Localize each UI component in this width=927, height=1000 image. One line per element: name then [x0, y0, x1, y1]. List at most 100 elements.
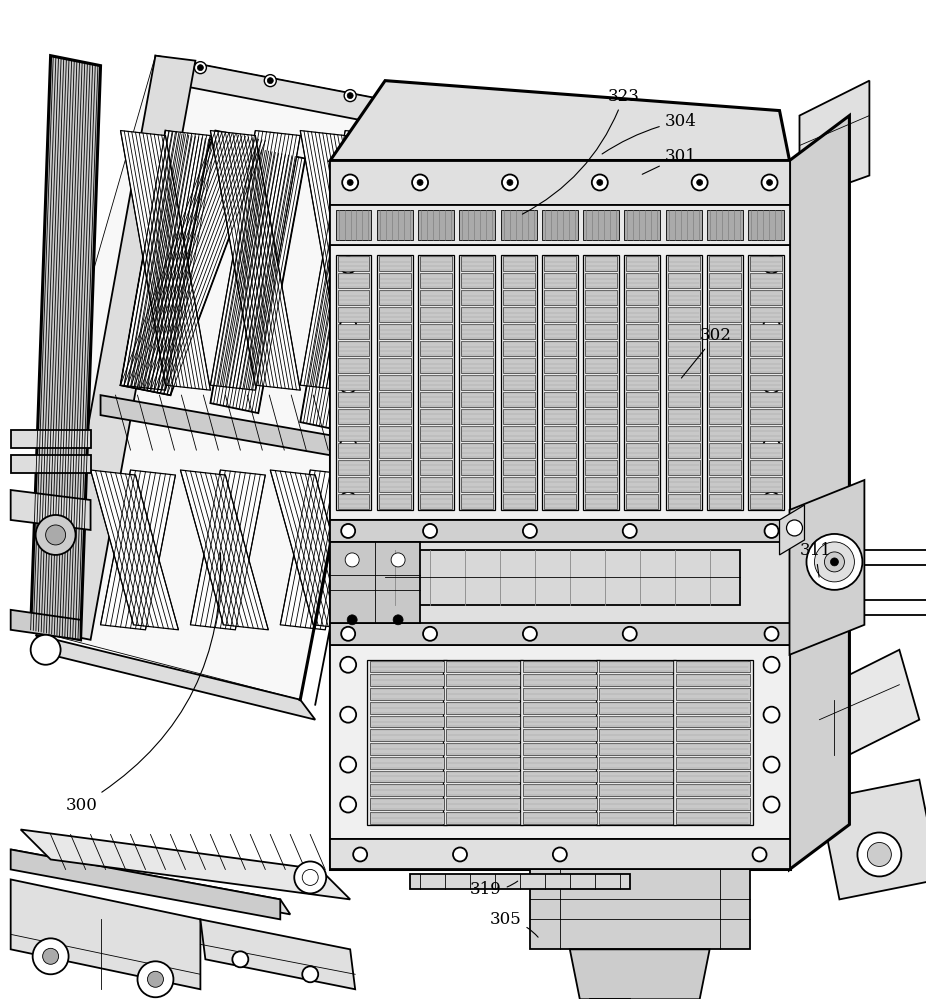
Bar — [676, 784, 750, 796]
Bar — [627, 494, 658, 509]
Circle shape — [868, 842, 892, 866]
Bar — [544, 256, 576, 271]
Bar — [544, 392, 576, 407]
Bar — [447, 798, 520, 810]
Bar — [379, 290, 411, 305]
Polygon shape — [100, 395, 415, 470]
Polygon shape — [31, 56, 415, 700]
Bar — [418, 255, 454, 510]
Polygon shape — [156, 56, 415, 131]
Bar — [667, 256, 700, 271]
Bar — [667, 426, 700, 441]
Bar — [627, 443, 658, 458]
Bar — [502, 494, 535, 509]
Bar — [462, 426, 493, 441]
Circle shape — [831, 558, 838, 566]
Polygon shape — [330, 520, 790, 542]
Circle shape — [341, 627, 355, 641]
Bar — [600, 771, 673, 782]
Bar — [600, 674, 673, 686]
Bar — [600, 812, 673, 824]
Circle shape — [344, 90, 356, 102]
Bar — [370, 716, 444, 727]
Bar — [666, 255, 702, 510]
Bar — [709, 494, 741, 509]
Bar — [462, 290, 493, 305]
Circle shape — [764, 377, 780, 393]
Bar — [585, 307, 617, 322]
Polygon shape — [121, 131, 210, 390]
Polygon shape — [300, 131, 390, 390]
Circle shape — [764, 257, 780, 273]
Bar — [337, 460, 370, 475]
Bar — [447, 716, 520, 727]
Bar — [337, 290, 370, 305]
Bar — [420, 375, 452, 390]
Bar — [523, 661, 597, 672]
Bar — [600, 729, 673, 741]
Bar — [676, 757, 750, 769]
Bar — [11, 455, 91, 473]
Bar — [370, 729, 444, 741]
Circle shape — [815, 542, 855, 582]
Bar — [447, 784, 520, 796]
Bar — [709, 273, 741, 288]
Circle shape — [765, 524, 779, 538]
Bar — [625, 210, 660, 240]
Bar — [447, 743, 520, 755]
Bar — [337, 375, 370, 390]
Bar — [462, 307, 493, 322]
Bar — [667, 324, 700, 339]
Bar — [502, 358, 535, 373]
Polygon shape — [121, 131, 215, 395]
Polygon shape — [20, 830, 350, 899]
Bar — [462, 324, 493, 339]
Circle shape — [348, 179, 353, 185]
Bar — [379, 256, 411, 271]
Circle shape — [348, 93, 353, 99]
Circle shape — [35, 515, 76, 555]
Bar — [748, 255, 784, 510]
Bar — [420, 443, 452, 458]
Circle shape — [597, 179, 603, 185]
Bar — [502, 392, 535, 407]
Circle shape — [764, 707, 780, 723]
Bar — [379, 324, 411, 339]
Circle shape — [147, 971, 163, 987]
Bar — [462, 494, 493, 509]
Bar — [600, 688, 673, 700]
Text: 305: 305 — [490, 911, 538, 937]
Circle shape — [393, 615, 403, 625]
Circle shape — [340, 317, 356, 333]
Circle shape — [302, 966, 318, 982]
Bar — [447, 702, 520, 714]
Circle shape — [523, 524, 537, 538]
Bar — [709, 409, 741, 424]
Circle shape — [762, 174, 778, 190]
Bar — [462, 460, 493, 475]
Bar — [627, 290, 658, 305]
Bar — [667, 290, 700, 305]
Circle shape — [591, 174, 608, 190]
Bar — [748, 210, 784, 240]
Bar — [667, 460, 700, 475]
Circle shape — [502, 174, 518, 190]
Bar — [585, 358, 617, 373]
Bar — [750, 494, 782, 509]
Bar — [523, 702, 597, 714]
Text: 302: 302 — [681, 327, 731, 378]
Bar — [418, 210, 454, 240]
Bar — [750, 256, 782, 271]
Bar — [337, 307, 370, 322]
Polygon shape — [190, 470, 265, 630]
Polygon shape — [11, 849, 290, 914]
Bar — [420, 460, 452, 475]
Circle shape — [340, 257, 356, 273]
Bar — [502, 324, 535, 339]
Bar — [709, 341, 741, 356]
Bar — [523, 812, 597, 824]
Polygon shape — [210, 131, 300, 390]
Bar — [544, 324, 576, 339]
Bar — [627, 256, 658, 271]
Bar — [709, 256, 741, 271]
